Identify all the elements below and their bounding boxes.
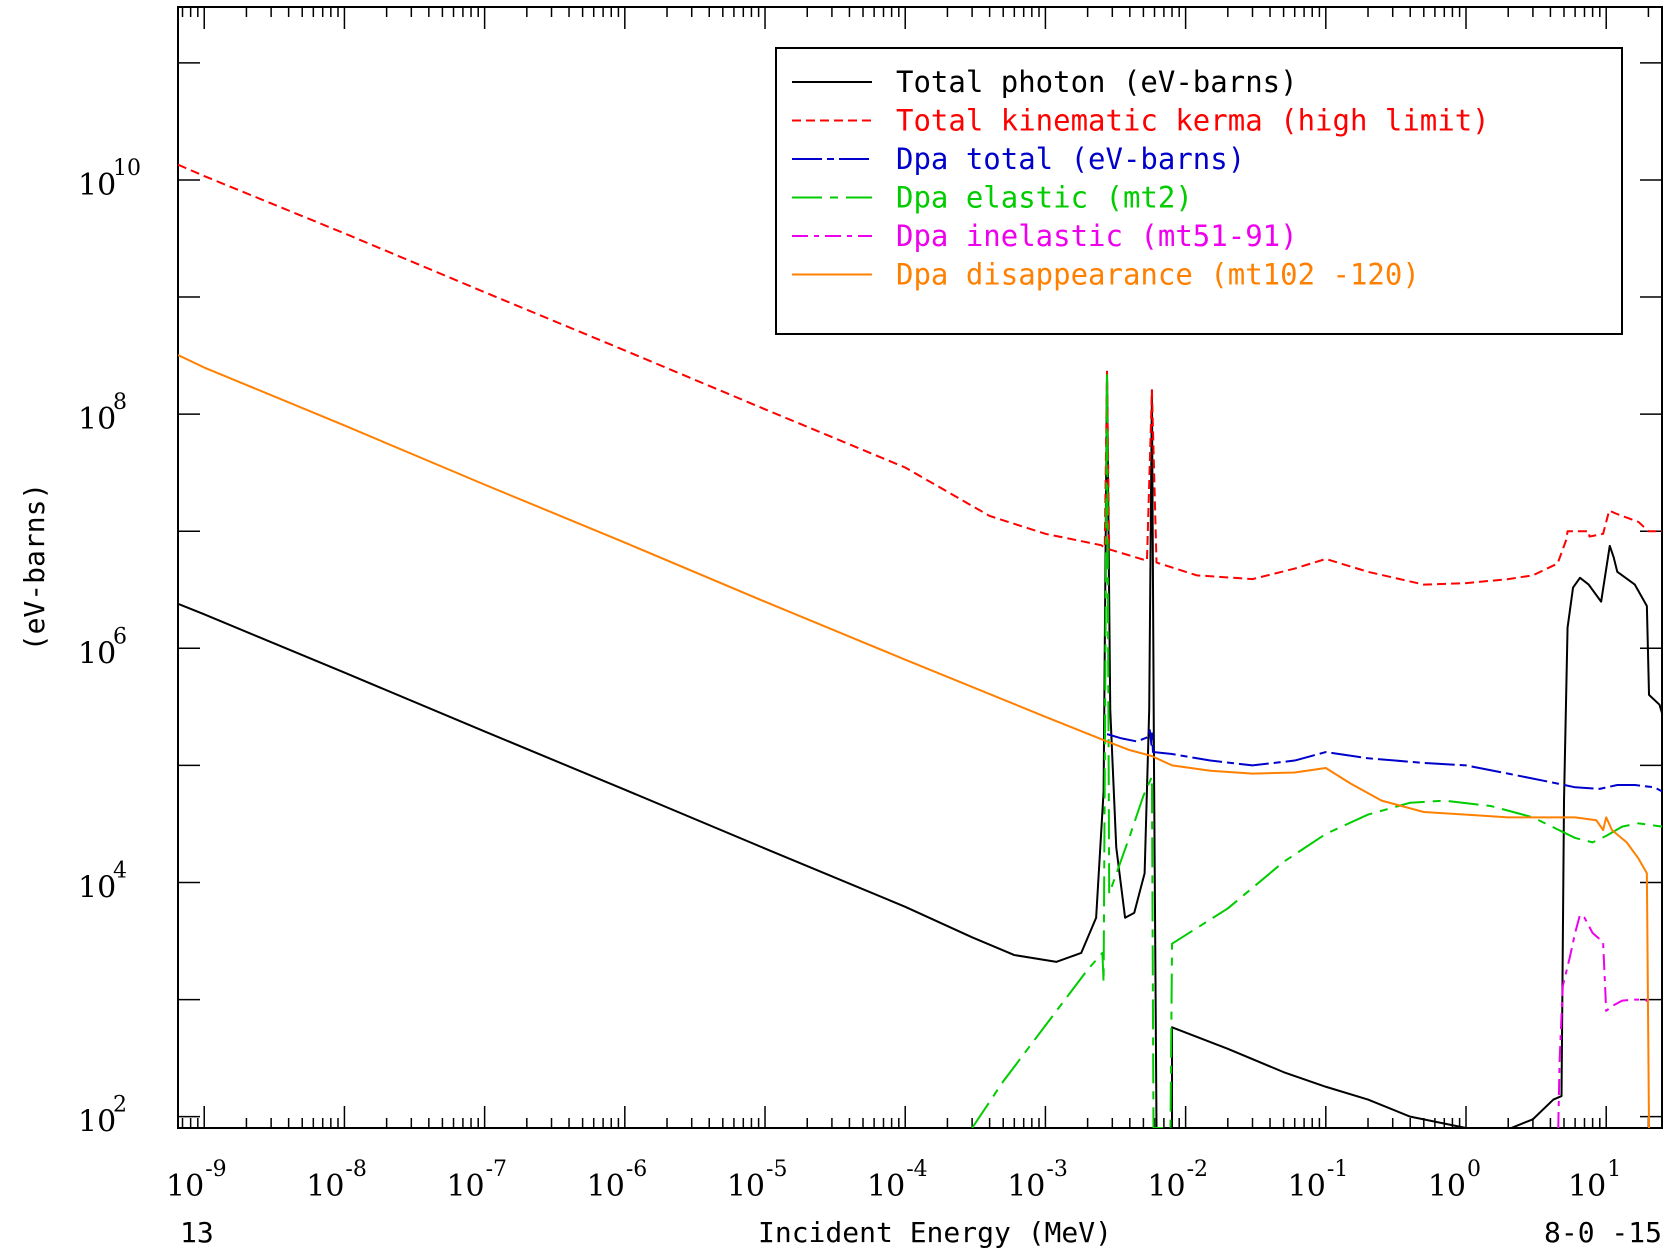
x-tick-label-exponent: -1 [1327, 1157, 1348, 1182]
plot-frame [177, 6, 1663, 1129]
y-tick-label-exponent: 6 [113, 624, 127, 649]
corner-label-right: 8-0 -15 [1544, 1216, 1662, 1249]
x-tick-label: 10 [1568, 1169, 1606, 1204]
major-ticks [178, 7, 1662, 1128]
x-axis-title: Incident Energy (MeV) [758, 1216, 1112, 1249]
corner-label-left: 13 [180, 1216, 214, 1249]
minor-ticks [181, 7, 1650, 1128]
legend-label: Dpa elastic (mt2) [896, 181, 1193, 215]
series-line-5 [1557, 913, 1650, 1128]
legend-label: Total photon (eV-barns) [896, 65, 1298, 99]
series-line-4 [971, 370, 1662, 1128]
y-tick-label-exponent: 2 [113, 1093, 127, 1118]
x-tick-label-exponent: 1 [1607, 1157, 1621, 1182]
series-line-6 [178, 354, 1651, 1128]
x-tick-label-exponent: -6 [626, 1157, 647, 1182]
x-tick-label: 10 [1147, 1169, 1185, 1204]
x-tick-label-exponent: -7 [486, 1157, 507, 1182]
legend-label: Dpa total (eV-barns) [896, 142, 1245, 176]
y-tick-label-exponent: 10 [113, 156, 141, 181]
series-line-3 [1106, 729, 1662, 793]
series-line-2 [178, 163, 1662, 586]
series-layer [178, 163, 1662, 1128]
x-tick-label-exponent: -8 [345, 1157, 366, 1182]
x-tick-label-exponent: -4 [906, 1157, 927, 1182]
y-tick-label: 10 [78, 1105, 116, 1140]
x-tick-label: 10 [1428, 1169, 1466, 1204]
x-tick-label-exponent: -3 [1046, 1157, 1067, 1182]
x-tick-labels: 10 -9 10 -8 10 -7 10 -6 10 -5 10 -4 10 -3 10 -2 10 -1 10 0 1… [166, 1157, 1621, 1204]
legend: Total photon (eV-barns) Total kinematic k… [775, 47, 1623, 335]
x-tick-label: 10 [446, 1169, 484, 1204]
y-tick-label: 10 [78, 870, 116, 905]
x-tick-label: 10 [867, 1169, 905, 1204]
legend-label: Dpa inelastic (mt51-91) [896, 219, 1298, 253]
x-tick-label: 10 [587, 1169, 625, 1204]
x-tick-label-exponent: -2 [1187, 1157, 1208, 1182]
y-tick-label: 10 [78, 168, 116, 203]
legend-entries: Total photon (eV-barns) Total kinematic k… [792, 65, 1490, 292]
x-tick-label: 10 [1288, 1169, 1326, 1204]
x-tick-label-exponent: 0 [1467, 1157, 1481, 1182]
legend-label: Total kinematic kerma (high limit) [896, 104, 1490, 138]
x-tick-label-exponent: -9 [205, 1157, 226, 1182]
legend-box [775, 47, 1623, 335]
y-tick-label: 10 [78, 402, 116, 437]
y-axis-title: (eV-barns) [18, 483, 51, 652]
y-tick-label-exponent: 4 [113, 858, 127, 883]
x-tick-label: 10 [306, 1169, 344, 1204]
x-tick-label: 10 [1007, 1169, 1045, 1204]
y-tick-label-exponent: 8 [113, 390, 127, 415]
legend-label: Dpa disappearance (mt102 -120) [896, 258, 1420, 292]
x-tick-label: 10 [727, 1169, 765, 1204]
y-tick-label: 10 [78, 636, 116, 671]
x-tick-label: 10 [166, 1169, 204, 1204]
series-line-1 [178, 370, 1662, 1128]
x-tick-label-exponent: -5 [766, 1157, 787, 1182]
